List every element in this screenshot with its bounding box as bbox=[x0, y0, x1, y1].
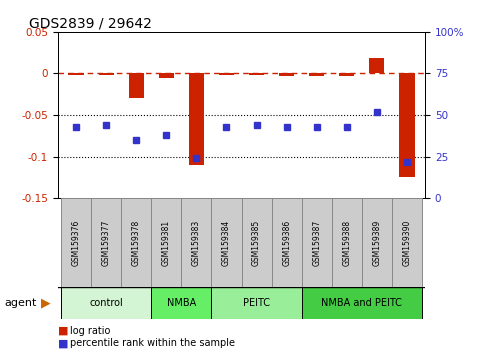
Bar bbox=[309, 74, 324, 76]
Bar bbox=[99, 74, 114, 75]
Bar bbox=[212, 198, 242, 287]
Bar bbox=[279, 74, 294, 76]
Text: GSM159386: GSM159386 bbox=[282, 219, 291, 266]
Bar bbox=[332, 198, 362, 287]
Text: GSM159390: GSM159390 bbox=[402, 219, 412, 266]
Text: agent: agent bbox=[5, 298, 37, 308]
Bar bbox=[151, 287, 212, 319]
Text: GSM159377: GSM159377 bbox=[101, 219, 111, 266]
Bar bbox=[189, 74, 204, 165]
Text: NMBA and PEITC: NMBA and PEITC bbox=[321, 298, 402, 308]
Bar bbox=[249, 74, 264, 75]
Bar bbox=[128, 74, 144, 98]
Text: GSM159383: GSM159383 bbox=[192, 219, 201, 266]
Bar bbox=[219, 74, 234, 75]
Bar bbox=[242, 198, 271, 287]
Text: percentile rank within the sample: percentile rank within the sample bbox=[70, 338, 235, 348]
Bar bbox=[69, 74, 84, 75]
Text: GSM159388: GSM159388 bbox=[342, 219, 351, 266]
Bar bbox=[392, 198, 422, 287]
Text: GSM159376: GSM159376 bbox=[71, 219, 81, 266]
Bar bbox=[271, 198, 302, 287]
Text: GSM159389: GSM159389 bbox=[372, 219, 382, 266]
Bar bbox=[302, 198, 332, 287]
Bar bbox=[399, 74, 414, 177]
Bar bbox=[369, 58, 384, 74]
Text: log ratio: log ratio bbox=[70, 326, 111, 336]
Bar bbox=[339, 74, 355, 76]
Text: ▶: ▶ bbox=[41, 296, 51, 309]
Text: GDS2839 / 29642: GDS2839 / 29642 bbox=[28, 17, 152, 31]
Bar bbox=[212, 287, 302, 319]
Text: PEITC: PEITC bbox=[243, 298, 270, 308]
Text: GSM159384: GSM159384 bbox=[222, 219, 231, 266]
Bar bbox=[121, 198, 151, 287]
Text: ■: ■ bbox=[58, 326, 69, 336]
Bar bbox=[61, 198, 91, 287]
Text: GSM159385: GSM159385 bbox=[252, 219, 261, 266]
Text: control: control bbox=[89, 298, 123, 308]
Bar bbox=[159, 74, 174, 78]
Bar bbox=[61, 287, 151, 319]
Text: GSM159378: GSM159378 bbox=[132, 219, 141, 266]
Bar bbox=[91, 198, 121, 287]
Text: NMBA: NMBA bbox=[167, 298, 196, 308]
Bar bbox=[302, 287, 422, 319]
Text: ■: ■ bbox=[58, 338, 69, 348]
Bar bbox=[362, 198, 392, 287]
Bar bbox=[181, 198, 212, 287]
Bar bbox=[151, 198, 181, 287]
Text: GSM159381: GSM159381 bbox=[162, 219, 171, 266]
Text: GSM159387: GSM159387 bbox=[312, 219, 321, 266]
